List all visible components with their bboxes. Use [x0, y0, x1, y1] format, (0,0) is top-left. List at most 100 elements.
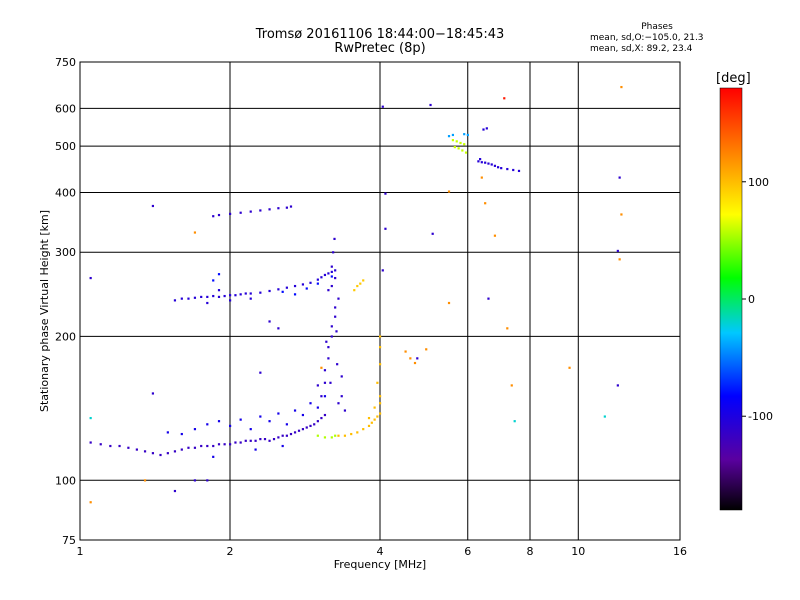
data-point	[193, 428, 197, 431]
data-point	[353, 289, 356, 292]
data-point	[212, 455, 215, 458]
data-point	[89, 416, 92, 420]
data-point	[180, 297, 183, 300]
data-point	[480, 161, 483, 164]
data-point	[200, 444, 203, 448]
data-point	[512, 168, 515, 172]
data-point	[379, 346, 382, 349]
data-point	[323, 395, 327, 398]
data-point	[89, 441, 92, 444]
data-point	[500, 167, 503, 170]
data-point	[431, 232, 434, 235]
data-point	[316, 434, 319, 437]
data-point	[313, 423, 316, 426]
data-point	[217, 273, 221, 276]
data-point	[370, 421, 373, 424]
data-point	[463, 143, 466, 146]
data-point	[356, 431, 359, 434]
data-point	[568, 366, 571, 369]
data-point	[277, 327, 280, 330]
data-point	[217, 443, 221, 446]
data-point	[616, 249, 619, 253]
data-point	[376, 381, 379, 384]
data-point	[212, 215, 215, 218]
data-point	[503, 97, 506, 100]
data-point	[229, 294, 232, 297]
data-point	[334, 269, 337, 272]
data-point	[384, 227, 387, 230]
data-point	[285, 286, 288, 289]
data-point	[320, 416, 323, 420]
data-point	[455, 140, 458, 143]
data-point	[506, 167, 509, 171]
data-point	[350, 432, 353, 436]
y-tick-label: 600	[55, 102, 76, 115]
data-point	[320, 366, 323, 369]
data-point	[99, 443, 102, 446]
data-point	[332, 251, 335, 254]
data-point	[277, 412, 280, 415]
data-point	[367, 424, 371, 428]
data-point	[268, 320, 271, 323]
data-point	[268, 439, 271, 442]
chart-title-line1: Tromsø 20161106 18:44:00−18:45:43	[255, 27, 505, 42]
data-point	[506, 327, 509, 330]
data-point	[293, 293, 297, 296]
data-point	[305, 287, 308, 290]
data-point	[127, 446, 130, 449]
data-point	[413, 361, 417, 365]
data-point	[373, 418, 376, 421]
data-point	[316, 278, 319, 281]
colorbar-tick-label: 100	[748, 176, 769, 189]
data-point	[330, 270, 333, 273]
data-point	[379, 412, 382, 415]
data-point	[330, 284, 333, 288]
data-point	[223, 443, 226, 446]
data-point	[416, 357, 419, 360]
data-point	[327, 272, 330, 275]
data-point	[330, 275, 333, 278]
data-point	[493, 164, 497, 167]
data-point	[217, 213, 221, 217]
data-point	[447, 135, 451, 138]
data-point	[206, 479, 209, 482]
data-point	[362, 279, 365, 282]
data-point	[285, 434, 288, 437]
x-tick-label: 8	[527, 545, 534, 558]
data-point	[212, 279, 215, 282]
grid-layer	[80, 62, 680, 540]
colorbar-label: [deg]	[716, 71, 751, 86]
data-point	[151, 392, 155, 395]
data-point	[336, 363, 339, 366]
colorbar-tick-labels: -100 0 100	[742, 176, 773, 423]
data-point	[309, 281, 312, 284]
data-point	[263, 437, 267, 441]
data-point	[239, 293, 242, 296]
data-point	[453, 146, 456, 149]
x-tick-labels: 1 2 4 6 8 10 16	[77, 545, 688, 558]
data-point	[479, 158, 482, 161]
data-point	[206, 295, 209, 299]
data-point	[451, 133, 455, 137]
data-point	[325, 340, 328, 343]
data-point	[409, 357, 412, 360]
y-tick-label: 75	[62, 534, 76, 547]
data-point	[234, 294, 237, 297]
data-point	[329, 381, 332, 384]
data-point	[330, 436, 333, 439]
data-point	[323, 381, 327, 384]
data-point	[425, 348, 428, 351]
data-point	[217, 420, 221, 423]
data-point	[289, 432, 293, 436]
data-point	[379, 363, 382, 366]
x-tick-label: 1	[77, 545, 84, 558]
data-point	[281, 444, 284, 448]
data-point	[285, 423, 288, 426]
data-point	[173, 489, 177, 493]
data-point	[193, 296, 197, 299]
data-points-layer	[89, 85, 623, 504]
y-tick-label: 300	[55, 246, 76, 259]
data-point	[320, 395, 323, 398]
data-point	[187, 297, 190, 300]
plot-frame	[79, 61, 681, 541]
